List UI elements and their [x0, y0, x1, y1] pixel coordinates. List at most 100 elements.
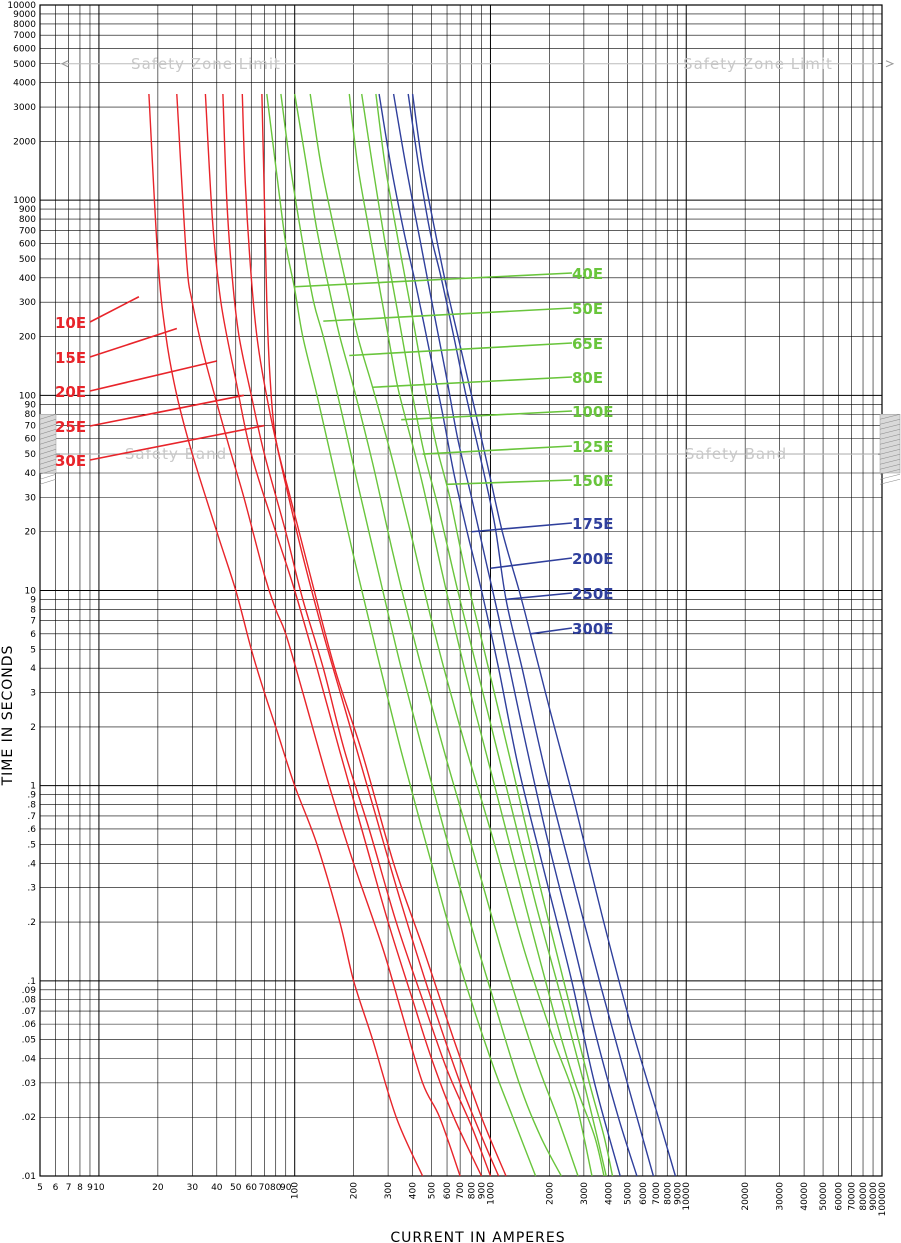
x-tick-label: 9000 [673, 1182, 683, 1205]
hatch-line [39, 433, 57, 440]
y-tick-label: 600 [19, 239, 36, 249]
label-pointer-25e [89, 394, 245, 427]
x-tick-label: 20000 [741, 1182, 751, 1211]
y-tick-label: .7 [27, 812, 36, 822]
fuse-curve-80e [309, 93, 593, 1177]
y-tick-label: 4 [30, 664, 36, 674]
y-tick-label: .05 [22, 1036, 36, 1046]
safety-zone-limit-left: Safety Zone Limit [131, 55, 281, 73]
fuse-curve-20e [222, 93, 492, 1177]
label-pointer-80e [372, 376, 573, 389]
hatch-line [39, 463, 57, 470]
y-tick-label: 90 [25, 400, 37, 410]
fuse-curve-65e [294, 93, 579, 1177]
x-tick-label: 700 [456, 1182, 466, 1199]
y-tick-label: .06 [22, 1020, 37, 1030]
y-tick-label: 3 [30, 689, 36, 699]
hatch-line [879, 438, 901, 445]
x-tick-label: 900 [478, 1182, 488, 1199]
label-pointer-125e [422, 445, 573, 455]
y-tick-label: 6000 [13, 44, 36, 54]
label-pointer-300e [530, 627, 573, 635]
y-tick-label: 8 [30, 605, 36, 615]
x-tick-label: 5 [37, 1183, 43, 1193]
fuse-label-125e: 125E [572, 438, 614, 456]
hatch-line [879, 418, 901, 425]
fuse-curve-25e [241, 93, 500, 1177]
safety-band-left: Safety Band [125, 445, 227, 463]
y-axis-title: TIME IN SECONDS [0, 645, 16, 787]
fuse-label-100e: 100E [572, 403, 614, 421]
label-pointer-40e [294, 272, 573, 288]
hatch-line [39, 453, 57, 460]
x-tick-label: 90000 [869, 1182, 879, 1211]
fuse-label-10e: 10E [55, 314, 86, 332]
y-tick-label: 2 [30, 723, 36, 733]
x-tick-label: 90 [280, 1183, 292, 1193]
label-pointer-175e [471, 522, 573, 533]
x-tick-label: 1000 [486, 1182, 496, 1205]
y-tick-label: 6 [30, 630, 36, 640]
hatch-line [39, 478, 57, 485]
label-pointer-200e [490, 557, 573, 570]
x-tick-label: 400 [409, 1182, 419, 1199]
fuse-label-80e: 80E [572, 369, 603, 387]
fuse-curve-300e [411, 93, 677, 1177]
x-tick-label: 3000 [580, 1182, 590, 1205]
x-tick-label: 4000 [604, 1182, 614, 1205]
hatch-line [879, 468, 901, 475]
label-pointer-250e [505, 592, 573, 601]
y-tick-label: 1000 [13, 196, 36, 206]
x-tick-label: 500 [428, 1182, 438, 1199]
hatch-line [39, 428, 57, 435]
x-tick-label: 5000 [623, 1182, 633, 1205]
hatch-line [39, 458, 57, 465]
y-tick-label: 20 [25, 528, 37, 538]
y-tick-label: 700 [19, 226, 36, 236]
y-tick-label: .09 [22, 986, 37, 996]
x-tick-label: 60 [246, 1183, 258, 1193]
x-tick-label: 30 [187, 1183, 199, 1193]
y-tick-label: 100 [19, 391, 36, 401]
fuse-label-25e: 25E [55, 418, 86, 436]
y-tick-label: 30 [25, 493, 37, 503]
y-tick-label: 80 [25, 410, 37, 420]
hatch-line [879, 423, 901, 430]
y-tick-label: 800 [19, 215, 36, 225]
fuse-label-175e: 175E [572, 515, 614, 533]
hatch-line [879, 453, 901, 460]
fuse-curve-100e [348, 93, 605, 1177]
fuse-label-30e: 30E [55, 452, 86, 470]
fuse-label-150e: 150E [572, 472, 614, 490]
fuse-label-200e: 200E [572, 550, 614, 568]
hatch-line [879, 448, 901, 455]
hatch-line [39, 438, 57, 445]
x-tick-label: 70 [259, 1183, 271, 1193]
y-tick-label: .01 [22, 1172, 36, 1182]
hatch-line [879, 433, 901, 440]
hatch-line [879, 443, 901, 450]
label-pointer-30e [89, 424, 265, 461]
x-tick-label: 2000 [545, 1182, 555, 1205]
x-tick-label: 80 [270, 1183, 282, 1193]
x-tick-label: 8000 [663, 1182, 673, 1205]
x-tick-label: 8 [77, 1183, 83, 1193]
fuse-curve-15e_b [204, 93, 483, 1177]
x-tick-label: 20 [152, 1183, 164, 1193]
safety-band-right: Safety Band [685, 445, 787, 463]
y-tick-label: .3 [27, 884, 36, 894]
fuse-curve-40e [266, 93, 537, 1177]
y-tick-label: .1 [27, 977, 36, 987]
x-tick-label: 200 [350, 1182, 360, 1199]
x-tick-label: 40 [211, 1183, 223, 1193]
fuse-label-pointers [89, 272, 573, 635]
y-tick-label: .6 [27, 825, 36, 835]
y-tick-label: 10 [25, 587, 37, 597]
y-tick-label: .08 [22, 996, 37, 1006]
hatch-line [879, 473, 901, 480]
fuse-curve-200e [392, 93, 638, 1177]
hatch-line [39, 448, 57, 455]
safety-zones: Safety Zone Limit Safety Zone Limit Safety… [39, 55, 901, 485]
y-tick-label: 900 [19, 205, 36, 215]
y-tick-label: .03 [22, 1079, 36, 1089]
